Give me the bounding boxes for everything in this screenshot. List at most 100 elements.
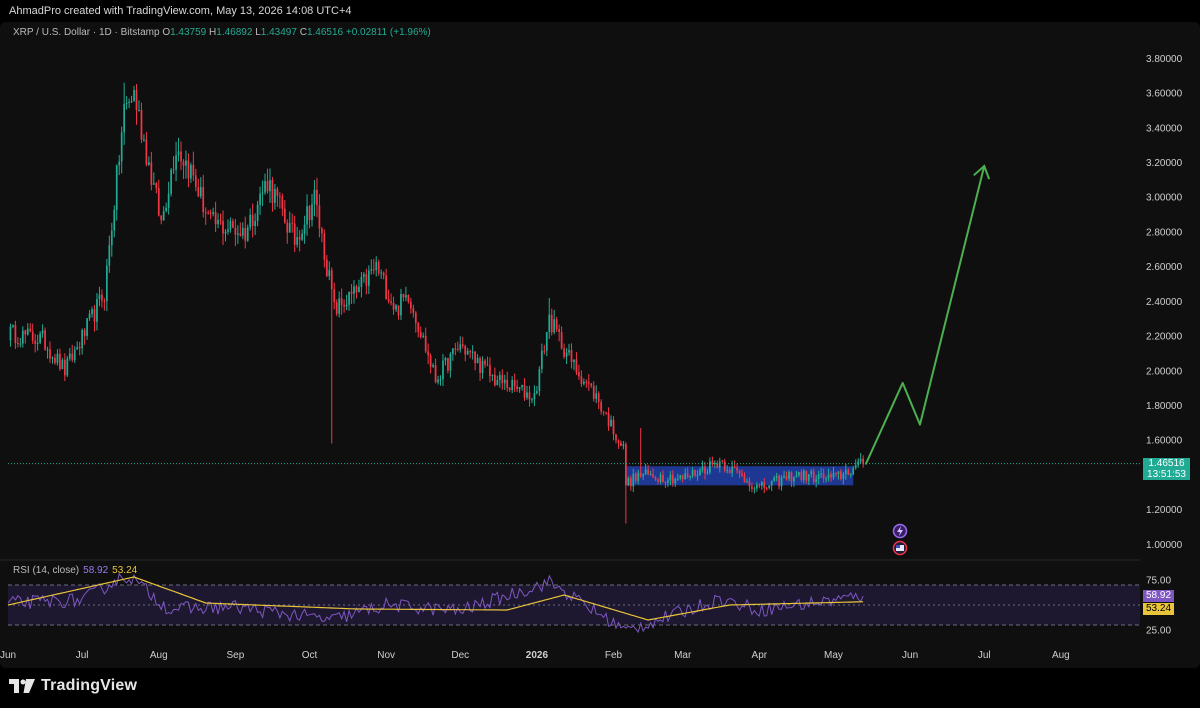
candle	[133, 85, 135, 102]
candle	[197, 178, 200, 198]
candle	[625, 441, 627, 524]
candle	[135, 84, 138, 125]
candle	[847, 468, 850, 476]
candle	[741, 469, 743, 478]
candle	[718, 457, 721, 473]
top-bar	[0, 0, 1200, 22]
candle	[442, 353, 444, 387]
candle	[830, 471, 832, 482]
lightning-icon[interactable]	[892, 523, 908, 539]
candle	[261, 180, 264, 207]
candle	[820, 468, 822, 478]
candle	[503, 374, 506, 390]
candle	[330, 267, 333, 444]
projection-path[interactable]	[864, 165, 986, 465]
candle	[704, 461, 706, 480]
candle	[736, 463, 738, 474]
candle	[721, 459, 724, 463]
candle	[313, 180, 316, 217]
candle	[723, 458, 726, 473]
candle	[590, 382, 593, 388]
candle	[674, 477, 677, 487]
candle	[328, 261, 331, 281]
candle	[506, 371, 509, 392]
flag-icon[interactable]	[892, 540, 908, 556]
candle	[419, 326, 422, 339]
candle	[286, 219, 289, 244]
candle	[177, 137, 180, 162]
candle	[73, 346, 76, 364]
candle	[377, 259, 380, 276]
tradingview-logo-icon	[9, 679, 35, 693]
candle	[671, 470, 674, 487]
candle	[795, 470, 798, 478]
candle	[728, 467, 731, 474]
time-tick-label: Jun	[0, 650, 16, 661]
candle	[303, 215, 306, 244]
candle	[130, 95, 133, 103]
candle	[844, 463, 847, 480]
candle	[264, 173, 266, 195]
candle	[24, 329, 27, 344]
candle	[162, 206, 165, 221]
candle	[565, 348, 568, 365]
candle	[664, 481, 667, 489]
candle	[212, 207, 214, 217]
candle	[422, 332, 425, 339]
tradingview-logo[interactable]: TradingView	[9, 677, 137, 695]
candle	[345, 294, 348, 311]
price-tick-label: 3.60000	[1146, 89, 1183, 100]
candle	[61, 357, 64, 370]
candle	[459, 336, 462, 353]
candle	[810, 468, 813, 478]
candle	[476, 354, 479, 364]
rsi-axis: 25.00 75.00	[1146, 576, 1171, 637]
price-tick-label: 1.60000	[1146, 436, 1183, 447]
candle	[192, 151, 195, 182]
candle	[778, 474, 780, 490]
candle	[731, 460, 734, 477]
candle	[466, 347, 469, 355]
footer	[0, 668, 1200, 708]
candle	[424, 327, 427, 354]
candle	[105, 258, 108, 312]
candle	[491, 374, 494, 381]
candle	[224, 229, 227, 242]
candle	[239, 222, 242, 237]
candles	[9, 82, 865, 524]
candle	[283, 200, 286, 224]
candle	[837, 471, 840, 480]
candle	[753, 486, 756, 494]
candle	[644, 463, 647, 475]
candle	[29, 323, 32, 333]
time-tick-label: Mar	[674, 650, 692, 661]
candle	[637, 469, 640, 485]
candle	[573, 359, 575, 371]
candle	[429, 353, 432, 374]
candle	[711, 456, 714, 467]
open-label: O	[162, 27, 171, 38]
candle	[827, 468, 830, 482]
created-by-text: AhmadPro created with TradingView.com, M…	[9, 5, 352, 17]
candle	[76, 341, 79, 350]
candle	[157, 179, 160, 217]
candle	[652, 468, 654, 479]
candle	[822, 468, 825, 483]
candle	[409, 297, 412, 314]
candle	[308, 205, 311, 229]
candle	[699, 467, 701, 476]
candle	[578, 364, 580, 380]
candle	[380, 269, 383, 279]
candle	[701, 460, 704, 473]
rsi-value: 58.92	[83, 565, 109, 576]
candle	[617, 439, 620, 449]
candle	[746, 478, 748, 484]
time-tick-label: Jul	[978, 650, 991, 661]
candle	[610, 415, 612, 427]
candle	[528, 385, 531, 407]
time-tick-label: Jul	[76, 650, 89, 661]
candle	[271, 176, 274, 212]
candle	[405, 286, 407, 302]
candle	[360, 272, 363, 298]
